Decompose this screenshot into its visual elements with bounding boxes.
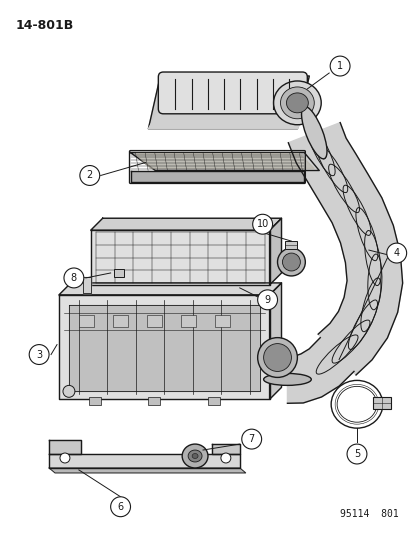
Ellipse shape [257,337,297,377]
Text: 3: 3 [36,350,42,360]
Circle shape [221,453,230,463]
Ellipse shape [263,374,311,385]
Bar [148,397,160,405]
Bar [285,241,297,249]
Polygon shape [269,283,281,399]
Ellipse shape [188,450,202,462]
Ellipse shape [192,454,197,458]
Polygon shape [69,305,259,391]
Text: 4: 4 [393,248,399,258]
Text: 1: 1 [336,61,342,71]
Ellipse shape [286,93,308,113]
Bar [113,315,128,327]
Bar [214,315,229,327]
Bar [78,315,93,327]
Text: 9: 9 [264,295,270,305]
Bar [88,397,100,405]
Polygon shape [90,230,269,285]
Ellipse shape [282,253,300,271]
Bar [113,269,123,277]
Ellipse shape [263,344,291,372]
Ellipse shape [182,444,207,468]
Polygon shape [288,123,402,375]
Text: 95114  801: 95114 801 [339,508,398,519]
Circle shape [252,214,272,234]
Polygon shape [59,295,269,399]
Ellipse shape [301,107,326,159]
Bar [180,315,195,327]
Bar [372,397,390,409]
Circle shape [60,453,70,463]
Text: 6: 6 [117,502,123,512]
Circle shape [110,497,130,516]
Ellipse shape [277,248,305,276]
Polygon shape [135,154,313,168]
Polygon shape [211,444,239,454]
Bar [207,397,219,405]
Polygon shape [90,218,281,230]
Circle shape [330,56,349,76]
Polygon shape [148,76,309,129]
Circle shape [64,268,83,288]
Polygon shape [148,108,309,129]
Ellipse shape [280,87,313,119]
Text: 14-801B: 14-801B [15,19,74,33]
Polygon shape [83,277,90,293]
Circle shape [63,385,75,397]
Text: 10: 10 [256,219,268,229]
Polygon shape [130,152,318,171]
Polygon shape [49,454,239,468]
Circle shape [29,345,49,365]
Text: 2: 2 [86,171,93,181]
Text: 5: 5 [353,449,359,459]
Circle shape [80,166,100,185]
Circle shape [257,290,277,310]
Polygon shape [59,283,281,295]
Polygon shape [49,468,245,473]
Polygon shape [287,338,353,403]
Text: 7: 7 [248,434,254,444]
Polygon shape [269,218,281,285]
Circle shape [346,444,366,464]
Circle shape [386,243,406,263]
Circle shape [241,429,261,449]
Polygon shape [130,171,304,182]
Text: 8: 8 [71,273,77,283]
Polygon shape [49,440,81,454]
FancyBboxPatch shape [158,72,306,114]
Bar [147,315,161,327]
Ellipse shape [273,81,320,125]
